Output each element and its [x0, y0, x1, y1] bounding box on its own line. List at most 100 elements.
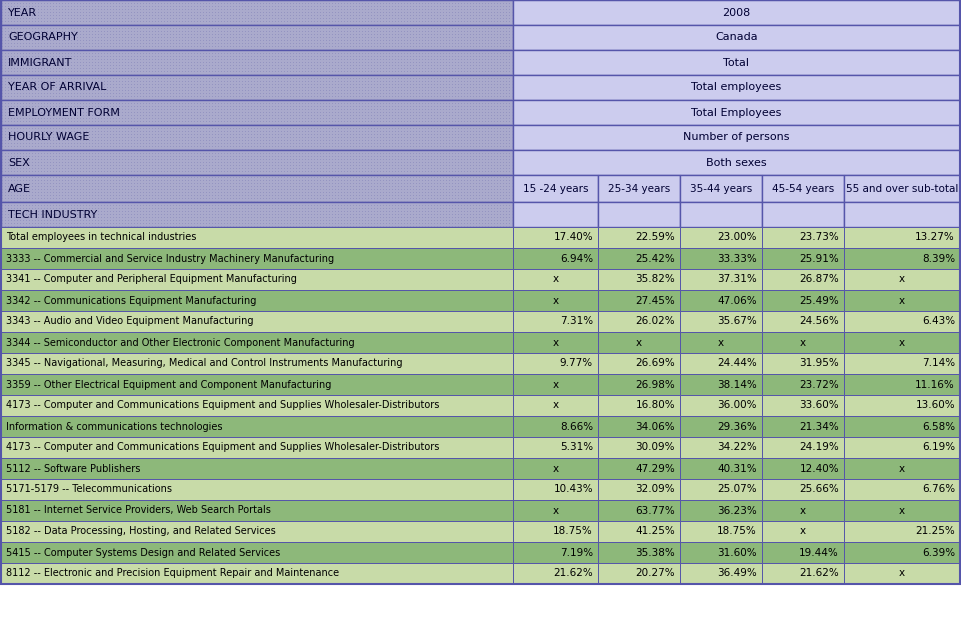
- Bar: [512, 75, 959, 100]
- Bar: [512, 374, 598, 395]
- Text: 13.27%: 13.27%: [914, 232, 954, 242]
- Text: 6.58%: 6.58%: [921, 421, 954, 431]
- Text: 30.09%: 30.09%: [635, 442, 675, 452]
- Bar: [512, 437, 598, 458]
- Text: x: x: [552, 464, 558, 473]
- Bar: [1, 395, 512, 416]
- Text: Total: Total: [723, 57, 749, 67]
- Text: 35.67%: 35.67%: [717, 316, 756, 326]
- Text: 3344 -- Semiconductor and Other Electronic Component Manufacturing: 3344 -- Semiconductor and Other Electron…: [6, 337, 355, 347]
- Text: 20.27%: 20.27%: [634, 569, 675, 578]
- Bar: [679, 311, 761, 332]
- Bar: [1, 269, 512, 290]
- Bar: [843, 500, 959, 521]
- Text: 25.49%: 25.49%: [799, 295, 838, 305]
- Text: 8.66%: 8.66%: [559, 421, 592, 431]
- Text: 5415 -- Computer Systems Design and Related Services: 5415 -- Computer Systems Design and Rela…: [6, 548, 280, 557]
- Bar: [598, 248, 679, 269]
- Bar: [1, 374, 512, 395]
- Bar: [512, 353, 598, 374]
- Bar: [843, 353, 959, 374]
- Bar: [761, 374, 843, 395]
- Bar: [843, 175, 959, 202]
- Text: Total employees: Total employees: [691, 82, 780, 93]
- Text: x: x: [635, 337, 641, 347]
- Text: YEAR OF ARRIVAL: YEAR OF ARRIVAL: [8, 82, 107, 93]
- Text: 18.75%: 18.75%: [717, 527, 756, 536]
- Bar: [598, 227, 679, 248]
- Bar: [598, 332, 679, 353]
- Bar: [1, 50, 512, 75]
- Bar: [1, 150, 512, 175]
- Bar: [843, 374, 959, 395]
- Text: 35.82%: 35.82%: [634, 274, 675, 284]
- Text: 26.69%: 26.69%: [634, 358, 675, 368]
- Bar: [512, 25, 959, 50]
- Bar: [843, 332, 959, 353]
- Bar: [1, 175, 512, 202]
- Text: 41.25%: 41.25%: [634, 527, 675, 536]
- Bar: [843, 563, 959, 584]
- Text: 33.60%: 33.60%: [799, 400, 838, 410]
- Bar: [761, 353, 843, 374]
- Bar: [679, 248, 761, 269]
- Bar: [679, 202, 761, 227]
- Text: 13.60%: 13.60%: [915, 400, 954, 410]
- Bar: [512, 202, 598, 227]
- Text: 24.19%: 24.19%: [799, 442, 838, 452]
- Bar: [512, 227, 598, 248]
- Bar: [512, 458, 598, 479]
- Bar: [1, 542, 512, 563]
- Text: 35.38%: 35.38%: [634, 548, 675, 557]
- Text: Number of persons: Number of persons: [682, 132, 789, 143]
- Text: 36.23%: 36.23%: [717, 506, 756, 515]
- Text: Total Employees: Total Employees: [691, 108, 781, 117]
- Bar: [1, 227, 512, 248]
- Bar: [843, 227, 959, 248]
- Bar: [761, 290, 843, 311]
- Text: 9.77%: 9.77%: [559, 358, 592, 368]
- Text: x: x: [552, 274, 558, 284]
- Text: x: x: [898, 337, 904, 347]
- Text: 6.76%: 6.76%: [921, 485, 954, 494]
- Bar: [512, 269, 598, 290]
- Bar: [843, 202, 959, 227]
- Text: 31.95%: 31.95%: [799, 358, 838, 368]
- Bar: [598, 458, 679, 479]
- Text: AGE: AGE: [8, 184, 31, 193]
- Bar: [512, 125, 959, 150]
- Text: 5182 -- Data Processing, Hosting, and Related Services: 5182 -- Data Processing, Hosting, and Re…: [6, 527, 276, 536]
- Text: 40.31%: 40.31%: [717, 464, 756, 473]
- Text: 18.75%: 18.75%: [553, 527, 592, 536]
- Text: 11.16%: 11.16%: [914, 379, 954, 389]
- Bar: [512, 150, 959, 175]
- Text: 4173 -- Computer and Communications Equipment and Supplies Wholesaler-Distributo: 4173 -- Computer and Communications Equi…: [6, 400, 439, 410]
- Bar: [761, 248, 843, 269]
- Text: HOURLY WAGE: HOURLY WAGE: [8, 132, 89, 143]
- Bar: [512, 332, 598, 353]
- Bar: [843, 479, 959, 500]
- Bar: [1, 521, 512, 542]
- Bar: [843, 269, 959, 290]
- Text: 47.29%: 47.29%: [634, 464, 675, 473]
- Text: 26.87%: 26.87%: [799, 274, 838, 284]
- Text: 4173 -- Computer and Communications Equipment and Supplies Wholesaler-Distributo: 4173 -- Computer and Communications Equi…: [6, 442, 439, 452]
- Text: 3343 -- Audio and Video Equipment Manufacturing: 3343 -- Audio and Video Equipment Manufa…: [6, 316, 254, 326]
- Bar: [1, 100, 512, 125]
- Text: 25.42%: 25.42%: [634, 253, 675, 263]
- Bar: [1, 248, 512, 269]
- Bar: [1, 125, 512, 150]
- Text: YEAR: YEAR: [8, 7, 37, 17]
- Bar: [761, 542, 843, 563]
- Text: 25.07%: 25.07%: [717, 485, 756, 494]
- Bar: [761, 269, 843, 290]
- Text: 21.34%: 21.34%: [799, 421, 838, 431]
- Bar: [1, 25, 512, 50]
- Text: x: x: [552, 400, 558, 410]
- Bar: [843, 521, 959, 542]
- Bar: [1, 311, 512, 332]
- Text: 3333 -- Commercial and Service Industry Machinery Manufacturing: 3333 -- Commercial and Service Industry …: [6, 253, 333, 263]
- Bar: [761, 521, 843, 542]
- Text: 8112 -- Electronic and Precision Equipment Repair and Maintenance: 8112 -- Electronic and Precision Equipme…: [6, 569, 339, 578]
- Text: 16.80%: 16.80%: [634, 400, 675, 410]
